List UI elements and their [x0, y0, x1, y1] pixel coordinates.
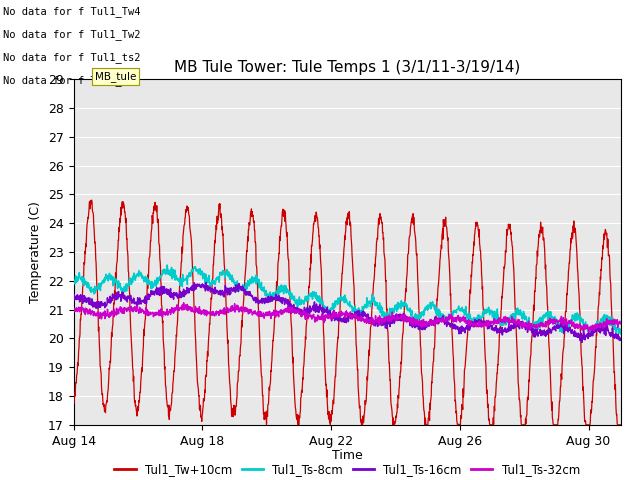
Y-axis label: Temperature (C): Temperature (C)	[29, 201, 42, 303]
Legend: Tul1_Tw+10cm, Tul1_Ts-8cm, Tul1_Ts-16cm, Tul1_Ts-32cm: Tul1_Tw+10cm, Tul1_Ts-8cm, Tul1_Ts-16cm,…	[109, 459, 585, 480]
Text: No data for f Tul1_ts: No data for f Tul1_ts	[3, 75, 134, 86]
Text: No data for f Tul1_Tw2: No data for f Tul1_Tw2	[3, 29, 141, 40]
Text: No data for f Tul1_ts2: No data for f Tul1_ts2	[3, 52, 141, 63]
Text: MB_tule: MB_tule	[95, 71, 136, 82]
X-axis label: Time: Time	[332, 449, 363, 462]
Title: MB Tule Tower: Tule Temps 1 (3/1/11-3/19/14): MB Tule Tower: Tule Temps 1 (3/1/11-3/19…	[174, 60, 520, 75]
Text: No data for f Tul1_Tw4: No data for f Tul1_Tw4	[3, 6, 141, 17]
